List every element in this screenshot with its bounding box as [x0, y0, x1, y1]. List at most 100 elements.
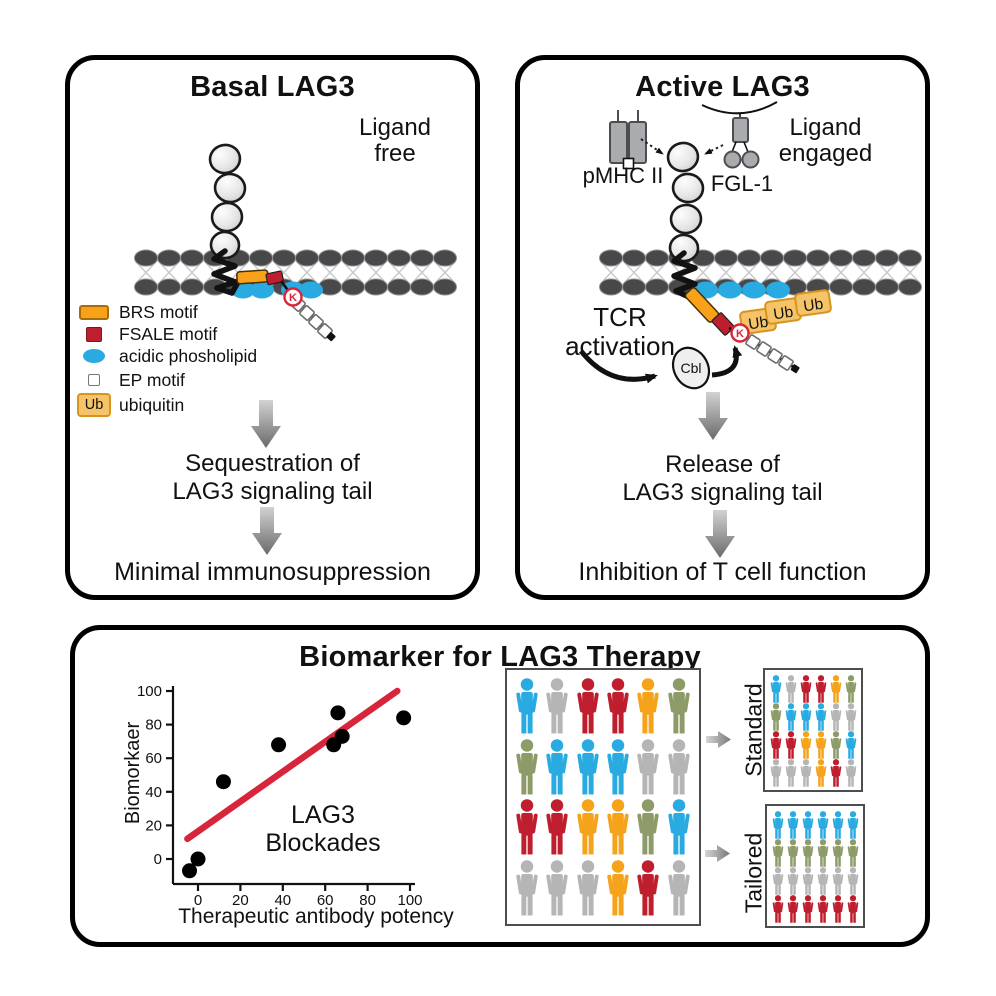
legend-item-fsale: FSALE motif [77, 324, 307, 344]
ub-tag-label: Ub [772, 304, 794, 324]
svg-text:0: 0 [154, 851, 162, 868]
ligand-free-label: Ligand free [358, 114, 432, 167]
svg-text:20: 20 [232, 892, 249, 909]
person-icon [786, 839, 800, 867]
basal-outcome-text: Minimal immunosuppression [114, 558, 431, 586]
plot-annotation: Blockades [265, 829, 380, 857]
person-icon [831, 895, 845, 923]
svg-text:60: 60 [317, 892, 334, 909]
ub-tag-label: Ub [747, 314, 769, 334]
cbl-enzyme [671, 346, 711, 390]
down-arrow [705, 510, 735, 558]
standard-therapy-grid [763, 668, 863, 792]
biomarker-panel-title: Biomarker for LAG3 Therapy [299, 641, 701, 673]
legend: BRS motif FSALE motif acidic phosholipid… [77, 302, 307, 419]
person-icon [814, 731, 828, 759]
person-icon [666, 860, 692, 916]
person-icon [771, 811, 785, 839]
person-icon [635, 678, 661, 734]
legend-item-phospholipid: acidic phosholipid [77, 346, 307, 366]
k-label: K [289, 292, 297, 304]
lag3-receptor [208, 143, 247, 260]
data-point [396, 710, 412, 726]
person-icon [814, 759, 828, 787]
person-icon [816, 895, 830, 923]
person-icon [514, 860, 540, 916]
sequestration-text: Sequestration of LAG3 signaling tail [172, 450, 373, 505]
lag3-receptor [666, 141, 705, 263]
person-icon [846, 867, 860, 895]
k-label: K [736, 328, 744, 340]
person-icon [514, 678, 540, 734]
person-icon [514, 739, 540, 795]
ubiquitin-swatch: Ub [77, 393, 111, 417]
person-icon [846, 839, 860, 867]
person-icon [544, 860, 570, 916]
svg-text:80: 80 [145, 717, 162, 734]
person-icon [635, 860, 661, 916]
tcr-activation-label: TCR activation [565, 302, 675, 361]
biomarker-panel: Biomarker for LAG3 Therapy Biomorkaer Th… [70, 625, 930, 947]
svg-text:60: 60 [145, 750, 162, 767]
person-icon [771, 867, 785, 895]
data-point [330, 705, 346, 721]
person-icon [514, 799, 540, 855]
patient-cohort-grid [505, 668, 701, 926]
data-point [190, 851, 206, 867]
svg-text:20: 20 [145, 817, 162, 834]
svg-text:40: 40 [145, 784, 162, 801]
person-icon [769, 703, 783, 731]
person-icon [544, 799, 570, 855]
pmhc2-icon [609, 110, 647, 170]
person-icon [801, 895, 815, 923]
acidic-phospholipid [299, 281, 323, 299]
person-icon [605, 678, 631, 734]
person-icon [816, 811, 830, 839]
transmembrane-helix [211, 248, 241, 296]
binding-arrow-fgl1 [704, 144, 724, 155]
person-icon [769, 759, 783, 787]
svg-text:80: 80 [359, 892, 376, 909]
release-text: Release of LAG3 signaling tail [622, 451, 823, 506]
person-icon [799, 703, 813, 731]
person-icon [575, 739, 601, 795]
person-icon [846, 811, 860, 839]
plot-annotation: LAG3 [291, 801, 355, 829]
legend-item-brs: BRS motif [77, 302, 307, 322]
person-icon [666, 799, 692, 855]
person-icon [786, 811, 800, 839]
fsale-motif [265, 270, 285, 286]
person-icon [831, 839, 845, 867]
ubiquitination-site-k [730, 323, 750, 343]
person-icon [786, 867, 800, 895]
person-icon [666, 678, 692, 734]
acidic-phospholipid [718, 281, 742, 299]
trend-line [184, 687, 401, 843]
cbl-label: Cbl [680, 360, 701, 376]
acidic-phospholipid [250, 281, 274, 299]
cbl-to-k-arrow [711, 345, 743, 378]
ep-motif-swatch [88, 374, 100, 386]
brs-motif [236, 269, 269, 285]
basal-lag3-panel: Basal LAG3 Ligand free [65, 55, 480, 600]
person-icon [786, 895, 800, 923]
fgl1-label: FGL-1 [710, 171, 774, 196]
person-icon [575, 799, 601, 855]
person-icon [799, 759, 813, 787]
legend-item-ep: EP motif [77, 370, 307, 390]
person-icon [784, 759, 798, 787]
person-icon [771, 839, 785, 867]
person-icon [605, 799, 631, 855]
tail-tip [326, 332, 336, 342]
data-point [334, 728, 350, 744]
person-icon [769, 675, 783, 703]
person-icon [829, 759, 843, 787]
person-icon [831, 811, 845, 839]
svg-text:40: 40 [274, 892, 291, 909]
active-lag3-panel: Active LAG3 Ligand engaged [515, 55, 930, 600]
active-outcome-text: Inhibition of T cell function [578, 558, 867, 586]
ub-tag-label: Ub [802, 296, 824, 316]
binding-arrow-pmhc [640, 138, 664, 155]
person-icon [829, 675, 843, 703]
